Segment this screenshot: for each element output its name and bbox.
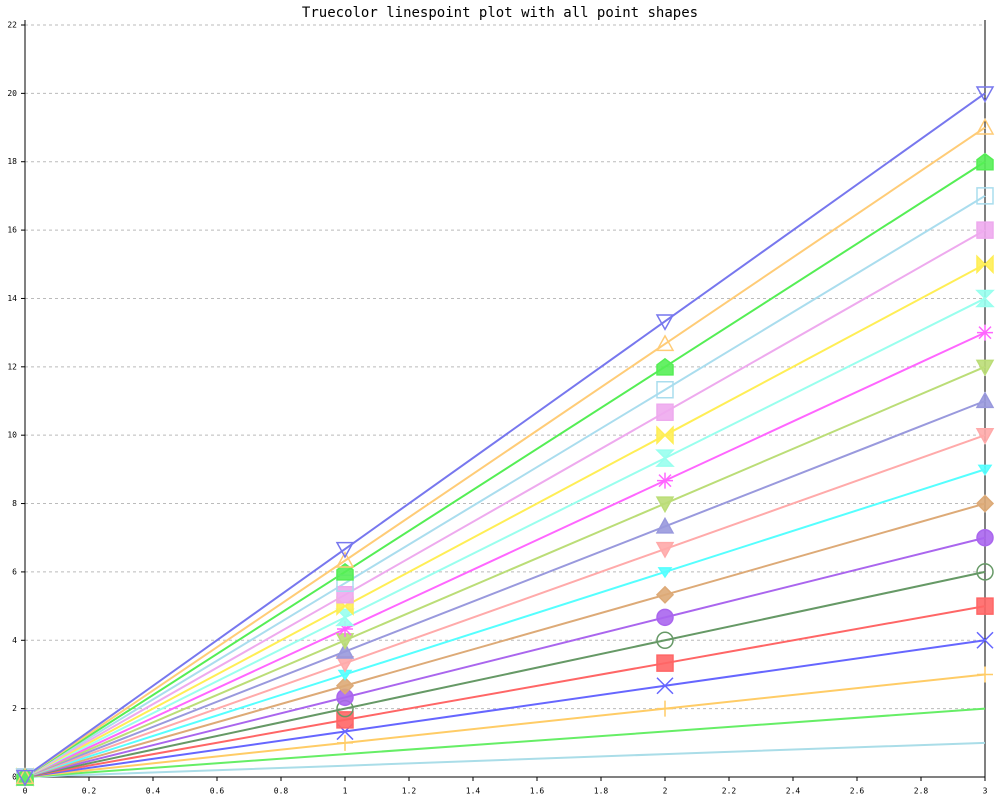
point-marker — [335, 551, 355, 568]
y-tick-label: 12 — [7, 362, 17, 371]
chart-title: Truecolor linespoint plot with all point… — [302, 5, 698, 21]
y-tick-label: 0 — [12, 773, 17, 782]
series-line — [24, 126, 986, 778]
point-marker — [977, 666, 993, 683]
series-line — [24, 468, 986, 778]
y-tick-label: 4 — [12, 636, 17, 645]
series-line — [24, 639, 986, 778]
x-tick-label: 1.8 — [594, 787, 609, 796]
point-marker — [975, 118, 995, 135]
point-marker — [975, 86, 995, 103]
x-tick-label: 0 — [23, 787, 28, 796]
x-tick-label: 2 — [663, 787, 668, 796]
point-marker — [337, 620, 353, 637]
point-marker — [975, 428, 995, 445]
point-marker — [656, 380, 674, 399]
x-tick-label: 0.4 — [146, 787, 161, 796]
y-tick-label: 14 — [7, 294, 17, 303]
point-marker — [656, 403, 674, 422]
point-marker — [976, 631, 994, 649]
point-marker — [655, 334, 675, 352]
series-line — [24, 741, 986, 778]
x-tick-label: 1.4 — [466, 787, 481, 796]
point-marker — [976, 529, 994, 547]
point-marker — [657, 700, 673, 717]
point-marker — [336, 586, 354, 604]
y-tick-label: 6 — [12, 567, 17, 576]
series-line — [24, 400, 986, 778]
point-marker — [335, 656, 355, 673]
point-marker — [975, 494, 995, 513]
x-tick-label: 1.2 — [402, 787, 417, 796]
x-tick-label: 2.6 — [850, 787, 865, 796]
point-marker — [656, 608, 674, 627]
point-marker — [655, 541, 675, 559]
series-line — [24, 434, 986, 778]
series-line — [24, 263, 986, 778]
point-marker — [337, 734, 353, 751]
y-tick-label: 16 — [7, 226, 17, 235]
point-marker — [976, 254, 994, 275]
point-marker — [335, 642, 355, 659]
point-marker — [656, 425, 674, 445]
point-marker — [655, 314, 675, 331]
point-marker — [975, 391, 995, 409]
point-marker — [655, 585, 675, 604]
point-marker — [655, 496, 675, 514]
x-tick-label: 0.8 — [274, 787, 289, 796]
point-marker — [656, 654, 674, 672]
series-line — [24, 536, 986, 778]
point-marker — [335, 676, 355, 695]
y-tick-label: 2 — [12, 704, 17, 713]
series-line — [24, 297, 986, 778]
x-tick-label: 2.8 — [914, 787, 929, 796]
point-marker — [976, 187, 994, 205]
x-tick-label: 2.4 — [786, 787, 801, 796]
series-line — [24, 365, 986, 778]
series-line — [24, 605, 986, 778]
x-tick-label: 2.2 — [722, 787, 737, 796]
x-tick-label: 0.2 — [82, 787, 97, 796]
point-marker — [976, 597, 994, 615]
y-tick-label: 18 — [7, 157, 17, 166]
x-tick-label: 3 — [983, 787, 988, 796]
point-marker — [657, 472, 673, 489]
point-marker — [976, 563, 994, 581]
y-tick-label: 22 — [7, 21, 17, 30]
x-tick-label: 0.6 — [210, 787, 225, 796]
series-line — [24, 570, 986, 778]
point-marker — [336, 688, 354, 707]
series-line — [24, 707, 986, 778]
point-marker — [656, 357, 674, 376]
y-tick-label: 20 — [7, 89, 17, 98]
point-marker — [977, 464, 993, 476]
point-marker — [655, 516, 675, 534]
series-line — [24, 160, 986, 778]
point-marker — [15, 767, 35, 785]
point-marker — [15, 769, 35, 787]
series-line — [24, 673, 986, 778]
point-marker — [976, 152, 994, 171]
series-line — [24, 502, 986, 778]
series-line — [24, 229, 986, 778]
point-marker — [657, 567, 673, 579]
point-marker — [656, 677, 674, 695]
x-tick-label: 1 — [343, 787, 348, 796]
point-marker — [336, 562, 354, 581]
point-marker — [977, 324, 993, 341]
point-marker — [655, 449, 675, 467]
point-marker — [656, 631, 674, 649]
series-line — [24, 331, 986, 778]
point-marker — [976, 221, 994, 239]
x-tick-label: 1.6 — [530, 787, 545, 796]
y-tick-label: 10 — [7, 431, 17, 440]
series-line — [24, 195, 986, 778]
point-marker — [975, 359, 995, 377]
point-marker — [335, 541, 355, 559]
point-marker — [975, 289, 995, 308]
series-line — [24, 92, 986, 778]
y-tick-label: 8 — [12, 499, 17, 508]
